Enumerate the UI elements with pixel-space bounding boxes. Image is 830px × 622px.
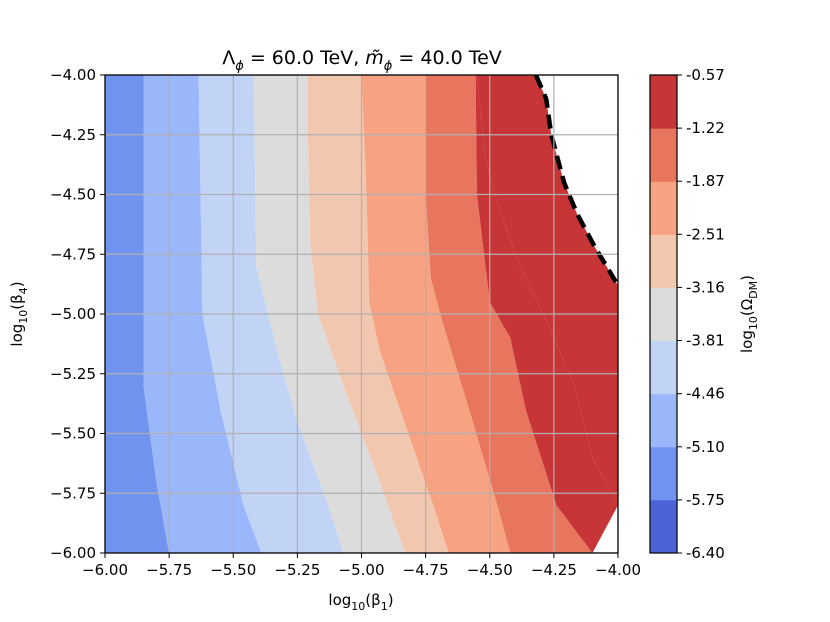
- colorbar-tick-label-0: -6.40: [686, 544, 725, 562]
- y-tick-label-0: −4.00: [50, 66, 96, 84]
- title-lambda-symbol: Λ: [222, 47, 235, 69]
- x-label-body: (β: [365, 591, 380, 609]
- x-tick-label-3: −5.25: [274, 561, 320, 579]
- cb-label-body: (Ω: [738, 299, 756, 316]
- colorbar-tick-label-2: -5.10: [686, 438, 725, 456]
- x-tick-label-0: −6.00: [82, 561, 128, 579]
- cb-label-prefix: log: [738, 330, 756, 353]
- colorbar-segment-5: [650, 234, 677, 288]
- x-tick-label-6: −4.50: [467, 561, 513, 579]
- cb-label-body-sub: DM: [747, 281, 760, 299]
- x-tick-label-7: −4.25: [531, 561, 577, 579]
- y-label-sub: 10: [17, 310, 30, 324]
- y-tick-label-1: −4.25: [50, 126, 96, 144]
- x-label-suffix: ): [388, 591, 394, 609]
- x-tick-label-5: −4.75: [403, 561, 449, 579]
- axis-ticks: −6.00 −5.75 −5.50 −5.25 −5.00 −4.75 −4.50 −4.25…: [50, 66, 641, 579]
- grid-lines: [105, 75, 618, 553]
- colorbar-segment-1: [650, 446, 677, 501]
- chart-title: Λϕ = 60.0 TeV, m̃ϕ = 40.0 TeV: [222, 47, 502, 74]
- y-label-prefix: log: [8, 324, 26, 347]
- colorbar-segment-6: [650, 181, 677, 235]
- x-label-sub: 10: [351, 600, 365, 613]
- excluded-region: [535, 75, 618, 286]
- colorbar-segment-2: [650, 393, 677, 448]
- y-label-body-sub: 4: [17, 287, 30, 294]
- colorbar-tick-label-6: -2.51: [686, 225, 725, 243]
- x-label-body-sub: 1: [381, 600, 388, 613]
- x-tick-label-8: −4.00: [595, 561, 641, 579]
- title-lambda-subscript: ϕ: [235, 59, 244, 74]
- title-m-value: = 40.0 TeV: [392, 47, 501, 69]
- colorbar-frame: [649, 74, 678, 554]
- colorbar-label: log10(ΩDM): [738, 275, 760, 353]
- colorbar: -6.40 -5.75 -5.10 -4.46 -3.81 -3.16 -2.51 -1.87…: [649, 66, 725, 562]
- colorbar-tick-label-7: -1.87: [686, 172, 725, 190]
- y-label-suffix: ): [8, 281, 26, 287]
- x-tick-label-1: −5.75: [146, 561, 192, 579]
- colorbar-segment-8: [650, 75, 677, 129]
- dashed-boundary-line: [533, 75, 618, 287]
- colorbar-segment-0: [650, 499, 677, 554]
- colorbar-tick-label-9: -0.57: [686, 66, 725, 84]
- y-tick-label-3: −4.75: [50, 245, 96, 263]
- y-tick-label-8: −6.00: [50, 544, 96, 562]
- y-axis-label: log10(β4): [8, 281, 30, 346]
- colorbar-tick-label-3: -4.46: [686, 385, 725, 403]
- x-axis-label: log10(β1): [328, 591, 393, 613]
- title-m-symbol: m̃: [365, 47, 384, 69]
- plot-area: −6.00 −5.75 −5.50 −5.25 −5.00 −4.75 −4.50 −4.25…: [50, 66, 641, 579]
- colorbar-segment-4: [650, 287, 677, 342]
- title-m-subscript: ϕ: [384, 59, 393, 74]
- colorbar-tick-label-1: -5.75: [686, 491, 725, 509]
- y-tick-label-7: −5.75: [50, 484, 96, 502]
- y-label-body: (β: [8, 294, 26, 309]
- colorbar-segment-3: [650, 340, 677, 395]
- colorbar-tick-label-4: -3.81: [686, 332, 725, 350]
- y-tick-label-6: −5.50: [50, 425, 96, 443]
- cb-label-suffix: ): [738, 275, 756, 281]
- y-tick-label-5: −5.25: [50, 365, 96, 383]
- cb-label-sub: 10: [747, 316, 760, 330]
- x-label-prefix: log: [328, 591, 351, 609]
- y-tick-label-2: −4.50: [50, 186, 96, 204]
- colorbar-tick-label-8: -1.22: [686, 119, 725, 137]
- colorbar-segment-7: [650, 128, 677, 182]
- x-tick-label-2: −5.50: [210, 561, 256, 579]
- title-lambda-value: = 60.0 TeV,: [244, 47, 366, 69]
- y-tick-label-4: −5.00: [50, 305, 96, 323]
- colorbar-tick-label-5: -3.16: [686, 278, 725, 296]
- x-tick-label-4: −5.00: [339, 561, 385, 579]
